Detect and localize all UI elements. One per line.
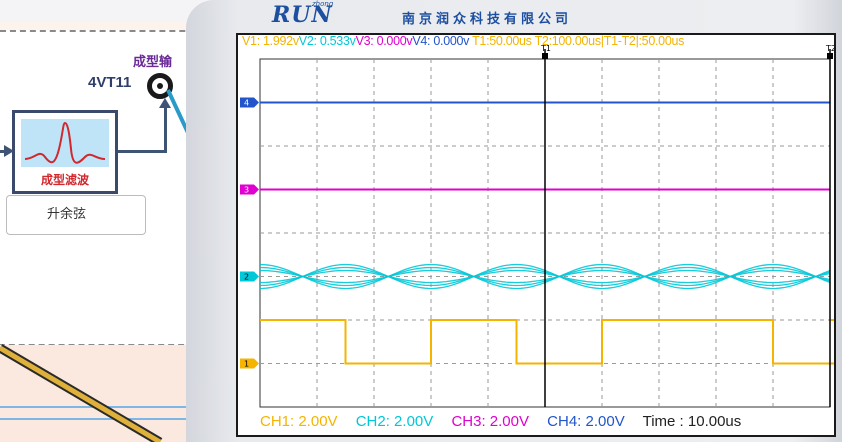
t2-readout: T2:100.00us <box>534 34 602 48</box>
brand-logo-small: zhong <box>312 0 334 8</box>
ch4-scale: CH4: 2.00V <box>547 413 625 430</box>
ch1-scale: CH1: 2.00V <box>260 413 338 430</box>
ch2-scale: CH2: 2.00V <box>355 413 434 430</box>
filter-label: 成型滤波 <box>40 173 89 187</box>
filter-response-plot <box>21 119 109 167</box>
v1-readout: V1: 1.992v <box>242 34 299 48</box>
t1-readout: T1:50.00us <box>472 34 532 48</box>
v2-readout: V2: 0.533v <box>298 34 356 48</box>
channel-marker-2 <box>240 271 259 282</box>
channel-marker-label-1: 1 <box>244 360 249 369</box>
channel-marker-1 <box>240 358 259 369</box>
cursor-label-t2: T2 <box>825 44 834 53</box>
cursor-readout: V1: 1.992vV2: 0.533vV3: 0.000vV4: 0.000v… <box>242 34 685 48</box>
arrow-right-icon <box>4 145 14 157</box>
company-name: 南京润众科技有限公司 <box>402 12 573 27</box>
channel-marker-4 <box>240 97 259 108</box>
delta-t-readout: |T1-T2|:50.00us <box>600 34 685 48</box>
v3-readout: V3: 0.000v <box>355 34 413 48</box>
channel-marker-label-3: 3 <box>244 186 249 195</box>
cursor-marker-t1 <box>542 53 548 59</box>
output-wire-vertical <box>164 108 167 153</box>
input-wire <box>0 150 6 153</box>
v4-readout: V4: 0.000v <box>412 34 470 48</box>
cursor-marker-t2 <box>827 53 833 59</box>
sinc-response-icon <box>24 121 106 164</box>
channel-marker-label-4: 4 <box>244 99 249 108</box>
oscilloscope-screen[interactable]: T1 T2 4 3 2 1 V1: 1.992vV2: 0.533vV3: 0.000vV… <box>236 33 836 437</box>
signal-label: 成型输 <box>133 55 173 70</box>
output-wire <box>118 150 166 153</box>
time-scale: Time : 10.00us <box>642 413 742 430</box>
filter-type-field[interactable]: 升余弦 <box>6 195 146 235</box>
ch1-trace <box>260 319 834 365</box>
channel-scale-bar: CH1: 2.00V CH2: 2.00V CH3: 2.00V CH4: 2.… <box>260 413 755 430</box>
channel-marker-3 <box>240 184 259 195</box>
arrow-up-icon <box>159 98 171 108</box>
brand-logo: RUN <box>272 2 333 28</box>
channel-marker-label-2: 2 <box>244 273 249 282</box>
ch3-scale: CH3: 2.00V <box>451 413 529 430</box>
cursor-label-t1: T1 <box>540 44 551 53</box>
test-point-label: 4VT11 <box>88 74 132 91</box>
waveform-display: T1 T2 4 3 2 1 <box>240 44 834 408</box>
